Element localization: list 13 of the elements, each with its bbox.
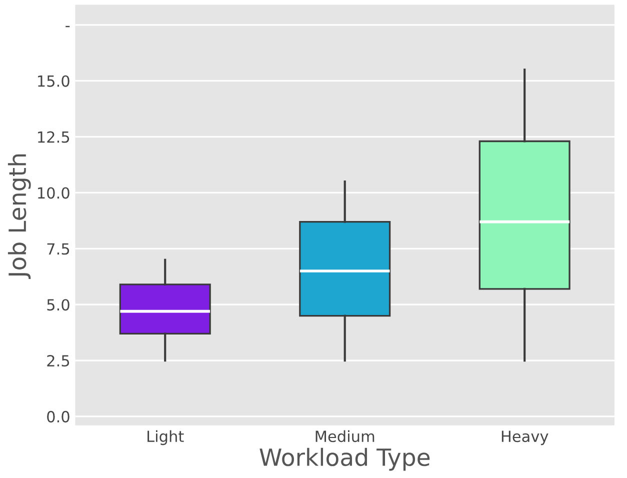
y-tick-label: 2.5 [47, 355, 70, 367]
x-tick-label: Heavy [502, 430, 548, 446]
y-tick-label: 10.0 [38, 187, 70, 199]
y-tick-label: - [66, 26, 70, 28]
x-tick-label: Light [148, 430, 184, 446]
y-tick-label: 5.0 [47, 299, 70, 311]
y-axis-title: Job Length [8, 154, 31, 279]
x-tick-label: Medium [316, 430, 374, 442]
y-tick-label: 0.0 [47, 410, 70, 422]
y-tick-label: 15.0 [38, 75, 70, 87]
x-axis-title: Workload Type [260, 448, 430, 471]
y-tick-label: 7.5 [47, 243, 70, 255]
y-tick-label: 12.5 [38, 131, 70, 143]
